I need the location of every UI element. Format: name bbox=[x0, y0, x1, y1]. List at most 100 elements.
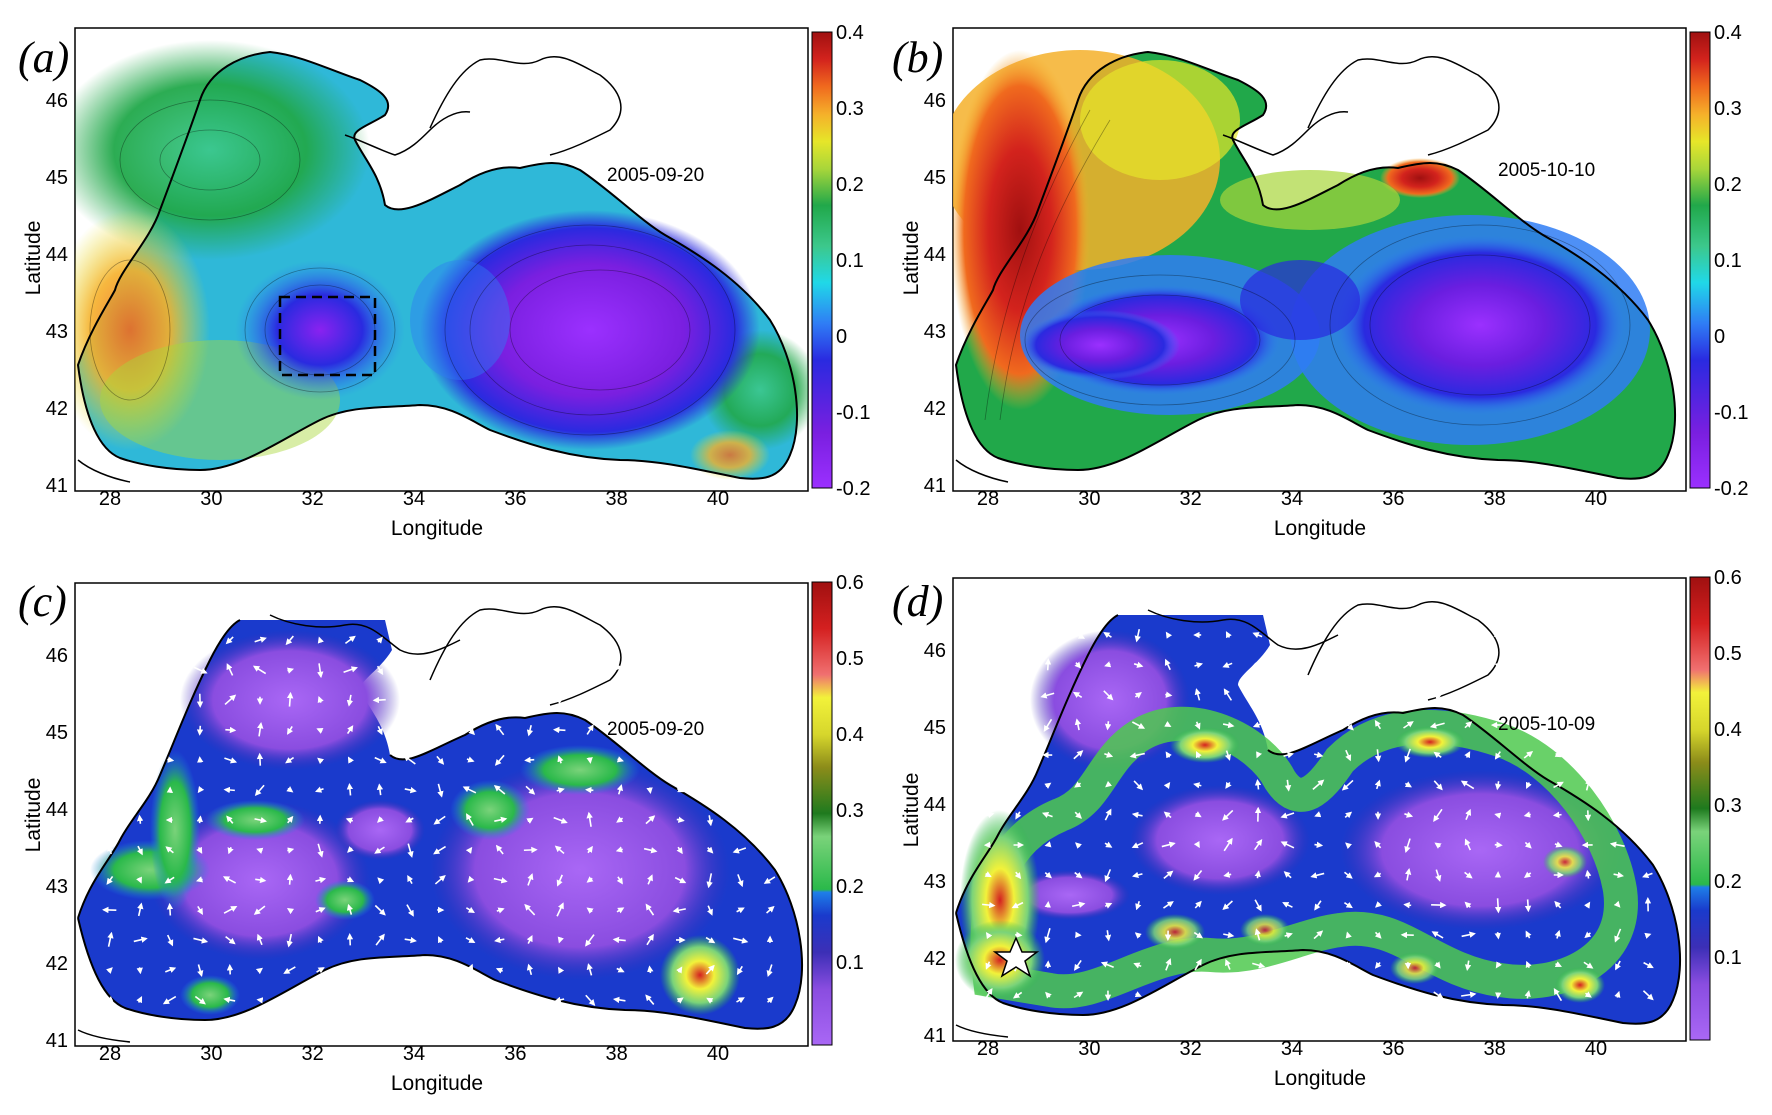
velocity-arrow bbox=[1433, 991, 1444, 999]
velocity-arrow bbox=[407, 843, 414, 858]
velocity-arrow bbox=[982, 901, 996, 909]
velocity-arrow bbox=[466, 693, 474, 706]
velocity-arrow bbox=[136, 876, 142, 884]
velocity-arrow bbox=[435, 966, 444, 973]
velocity-arrow bbox=[1642, 811, 1653, 819]
velocity-arrow bbox=[347, 756, 354, 764]
velocity-arrow bbox=[316, 728, 324, 734]
x-axis-label: Longitude bbox=[391, 517, 483, 540]
velocity-arrow bbox=[345, 817, 354, 824]
velocity-arrow bbox=[167, 756, 175, 763]
velocity-arrow bbox=[135, 787, 144, 795]
velocity-arrow bbox=[465, 725, 476, 736]
y-axis-label: Latitude bbox=[900, 773, 923, 848]
x-tick-label: 34 bbox=[1281, 1038, 1303, 1060]
velocity-arrow bbox=[1131, 721, 1146, 729]
y-tick-label: 44 bbox=[924, 244, 946, 266]
velocity-arrow bbox=[526, 934, 533, 944]
velocity-arrow bbox=[1314, 841, 1324, 849]
velocity-arrow bbox=[981, 631, 993, 639]
velocity-arrow bbox=[1254, 899, 1262, 912]
velocity-arrow bbox=[1583, 751, 1592, 759]
velocity-arrow bbox=[253, 905, 266, 915]
velocity-arrow bbox=[227, 846, 234, 855]
velocity-arrow bbox=[465, 846, 473, 854]
velocity-arrow bbox=[1404, 838, 1411, 853]
colorbar-tick-label: 0.3 bbox=[1714, 98, 1742, 120]
velocity-arrow bbox=[1614, 658, 1621, 674]
velocity-arrow bbox=[612, 996, 626, 1004]
velocity-arrow bbox=[107, 931, 114, 947]
velocity-arrow bbox=[1553, 987, 1563, 1002]
velocity-arrow bbox=[1254, 778, 1262, 790]
velocity-arrow bbox=[494, 754, 505, 766]
x-tick-label: 36 bbox=[504, 488, 526, 510]
y-tick-label: 42 bbox=[46, 953, 68, 975]
velocity-arrow bbox=[1280, 841, 1295, 849]
velocity-arrow bbox=[1225, 631, 1232, 639]
velocity-arrow bbox=[465, 906, 475, 914]
velocity-arrow bbox=[736, 997, 745, 1004]
velocity-arrow bbox=[256, 752, 264, 766]
velocity-arrow bbox=[1133, 661, 1144, 668]
velocity-arrow bbox=[1585, 692, 1592, 699]
velocity-arrow bbox=[493, 784, 506, 795]
x-tick-label: 36 bbox=[1382, 488, 1404, 510]
velocity-arrow bbox=[164, 876, 175, 884]
velocity-arrow bbox=[1464, 691, 1473, 698]
velocity-arrow bbox=[436, 634, 444, 645]
y-ticks: 41 42 43 44 45 46 bbox=[46, 90, 68, 497]
y-tick-label: 46 bbox=[924, 640, 946, 662]
velocity-arrow bbox=[1104, 808, 1112, 821]
coastline bbox=[76, 50, 799, 480]
velocity-arrow bbox=[374, 846, 385, 854]
velocity-arrow bbox=[1073, 991, 1084, 999]
velocity-arrow bbox=[165, 846, 174, 854]
velocity-arrow bbox=[1404, 748, 1411, 763]
velocity-arrow bbox=[496, 634, 504, 647]
velocity-arrow bbox=[1013, 661, 1022, 669]
velocity-arrow bbox=[1374, 931, 1382, 939]
y-tick-label: 42 bbox=[924, 948, 946, 970]
coastline bbox=[77, 619, 804, 1030]
velocity-arrow bbox=[375, 996, 386, 1003]
velocity-arrow bbox=[1104, 841, 1113, 848]
velocity-arrow bbox=[343, 666, 358, 673]
velocity-arrow bbox=[164, 966, 177, 973]
velocity-arrow bbox=[675, 636, 683, 643]
velocity-arrow bbox=[1254, 870, 1261, 879]
velocity-arrow bbox=[346, 782, 354, 796]
velocity-arrow bbox=[105, 786, 113, 794]
date-label: 2005-09-20 bbox=[607, 719, 704, 740]
y-axis-label: Latitude bbox=[900, 221, 923, 296]
velocity-arrow bbox=[526, 817, 534, 824]
velocity-arrow bbox=[527, 873, 534, 886]
colorbar-ticks: 0.4 0.3 0.2 0.1 0 -0.1 -0.2 bbox=[1714, 22, 1748, 500]
x-tick-label: 28 bbox=[977, 488, 999, 510]
velocity-arrow bbox=[1434, 961, 1441, 969]
velocity-arrow bbox=[1434, 842, 1442, 849]
velocity-arrow bbox=[1222, 661, 1233, 668]
x-axis-label: Longitude bbox=[1274, 1067, 1366, 1090]
velocity-arrow bbox=[106, 727, 114, 734]
velocity-arrow bbox=[1403, 721, 1414, 729]
velocity-arrow bbox=[1433, 751, 1442, 759]
velocity-arrow bbox=[645, 815, 656, 825]
velocity-arrow bbox=[136, 637, 146, 644]
x-tick-label: 38 bbox=[1484, 1038, 1506, 1060]
velocity-arrow bbox=[106, 996, 114, 1002]
velocity-arrow bbox=[676, 786, 685, 793]
velocity-arrow bbox=[1554, 751, 1562, 758]
colorbar-tick-label: 0.3 bbox=[836, 98, 864, 120]
velocity-arrow bbox=[1011, 690, 1026, 700]
velocity-arrow bbox=[1222, 721, 1235, 729]
velocity-arrow bbox=[1525, 661, 1532, 670]
panel-d: (d) 2005-10-09 28 30 32 34 36 38 40 41 42 43 44 45… bbox=[892, 567, 1742, 1090]
velocity-arrow bbox=[196, 846, 203, 854]
velocity-arrow bbox=[1554, 900, 1562, 909]
velocity-arrow bbox=[1614, 721, 1622, 728]
velocity-arrow bbox=[1644, 932, 1652, 939]
panel-c: (c) 2005-09-20 28 30 32 34 36 38 40 41 42 43 44 45… bbox=[18, 572, 864, 1095]
velocity-arrow bbox=[676, 966, 683, 974]
